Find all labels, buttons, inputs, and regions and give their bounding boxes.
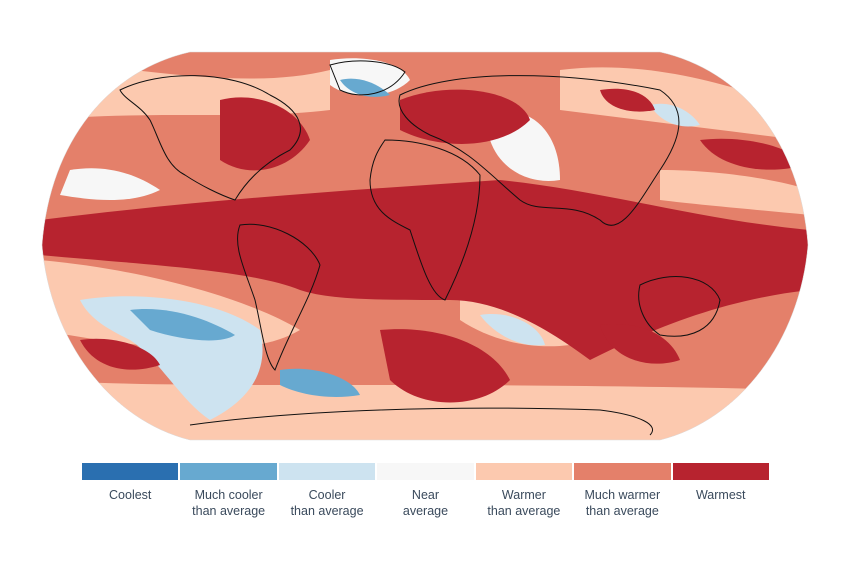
much-cooler-region xyxy=(280,368,360,397)
legend-item-much-warmer: Much warmer than average xyxy=(574,463,671,519)
legend-label-line: Warmest xyxy=(695,488,746,502)
legend-item-cooler: Cooler than average xyxy=(278,463,376,519)
warmest-region xyxy=(600,88,655,112)
warmer-region xyxy=(560,67,800,140)
legend-label-line: Warmer xyxy=(501,488,546,502)
near-average-region xyxy=(60,168,160,200)
legend-item-warmest: Warmest xyxy=(672,463,769,519)
legend-label-line: Near xyxy=(411,488,440,502)
legend-label-line: Much cooler xyxy=(194,488,263,502)
legend-label: Cooler than average xyxy=(279,487,375,519)
legend-label: Coolest xyxy=(82,487,178,503)
warmest-region xyxy=(600,324,680,364)
legend-label-line: average xyxy=(402,504,449,518)
legend-swatch xyxy=(278,463,376,480)
warmest-region xyxy=(220,97,310,171)
legend-label-line: than average xyxy=(290,504,364,518)
legend-label: Warmest xyxy=(673,487,769,503)
legend-label-line: than average xyxy=(585,504,659,518)
legend-label-line: Coolest xyxy=(109,488,152,502)
coastlines xyxy=(119,60,721,436)
legend-label-line: than average xyxy=(192,504,266,518)
legend-swatch xyxy=(475,463,573,480)
legend-label: Much warmer than average xyxy=(574,487,670,519)
legend-label-line: than average xyxy=(487,504,561,518)
legend-swatch xyxy=(377,463,474,480)
legend-label-line: Much warmer xyxy=(584,488,661,502)
legend: Coolest Much cooler than average Cooler th… xyxy=(82,463,769,519)
legend-item-near-average: Near average xyxy=(377,463,474,519)
cooler-region xyxy=(480,314,545,346)
legend-label: Warmer than average xyxy=(476,487,572,519)
legend-item-coolest: Coolest xyxy=(82,463,179,519)
world-temperature-anomaly-map xyxy=(41,51,809,441)
legend-swatch xyxy=(574,463,671,480)
legend-item-warmer: Warmer than average xyxy=(475,463,573,519)
warmest-region xyxy=(700,138,805,170)
legend-label: Much cooler than average xyxy=(180,487,276,519)
warmest-region xyxy=(80,338,160,370)
warmest-region xyxy=(42,180,808,360)
warmest-region xyxy=(380,329,510,403)
legend-swatch xyxy=(180,463,277,480)
cooler-region xyxy=(650,103,700,127)
legend-item-much-cooler: Much cooler than average xyxy=(180,463,277,519)
legend-label: Near average xyxy=(377,487,473,519)
warmer-region xyxy=(660,170,808,215)
warmest-region xyxy=(400,89,530,144)
legend-swatch xyxy=(672,463,769,480)
legend-label-line: Cooler xyxy=(308,488,346,502)
globe-outline xyxy=(41,51,809,441)
much-cooler-region xyxy=(130,309,235,341)
legend-swatch xyxy=(82,463,179,480)
